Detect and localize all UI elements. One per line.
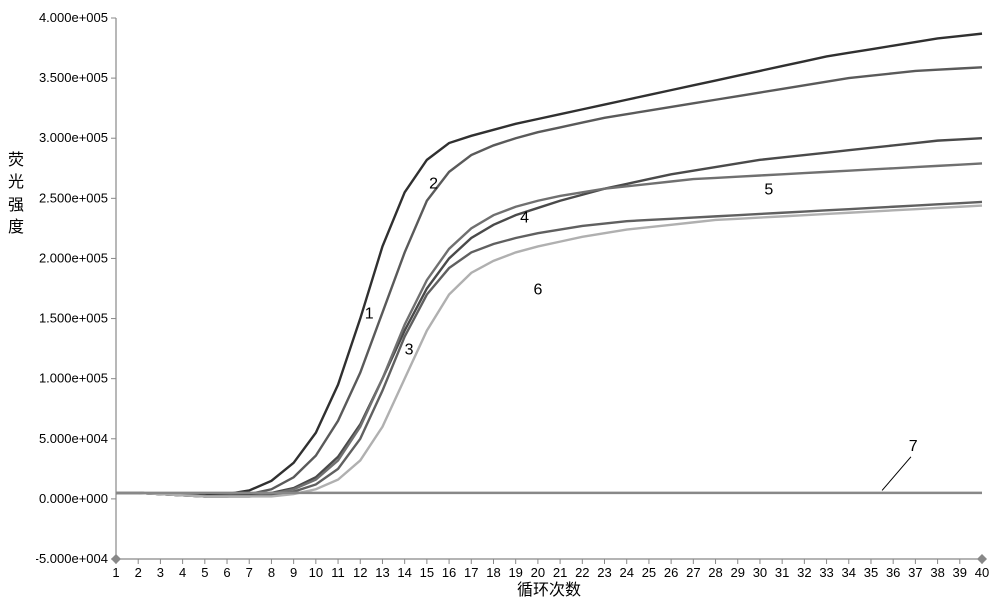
xtick-label: 27: [686, 565, 700, 580]
xtick-label: 17: [464, 565, 478, 580]
x-axis-label: 循环次数: [517, 581, 581, 599]
series-5: [116, 202, 982, 497]
xtick-label: 6: [223, 565, 230, 580]
xtick-label: 19: [508, 565, 522, 580]
curve-label-6: 6: [533, 282, 542, 299]
ytick-label: 2.500e+005: [39, 190, 108, 205]
ytick-label: 2.000e+005: [39, 250, 108, 265]
xtick-label: 2: [135, 565, 142, 580]
xtick-label: 11: [331, 565, 345, 580]
xtick-label: 38: [930, 565, 944, 580]
curve-label-5: 5: [764, 182, 773, 199]
y-axis-label: 荧光强度: [6, 150, 26, 240]
xtick-label: 20: [531, 565, 545, 580]
xtick-label: 13: [375, 565, 389, 580]
series-1: [116, 34, 982, 496]
xtick-label: 33: [819, 565, 833, 580]
chart-container: 荧光强度 -5.000e+004 0.000e+000 5.000e+004 1.00…: [0, 0, 1000, 613]
xtick-label: 28: [708, 565, 722, 580]
curve-label-1: 1: [365, 306, 374, 323]
series-2: [116, 67, 982, 496]
xtick-label: 37: [908, 565, 922, 580]
xtick-label: 40: [975, 565, 989, 580]
plot-area: -5.000e+004 0.000e+000 5.000e+004 1.000e+00…: [36, 8, 992, 605]
xtick-label: 31: [775, 565, 789, 580]
xtick-label: 25: [642, 565, 656, 580]
series-6: [116, 206, 982, 497]
xtick-label: 7: [246, 565, 253, 580]
xtick-label: 15: [420, 565, 434, 580]
xtick-label: 3: [157, 565, 164, 580]
series-3: [116, 138, 982, 496]
xtick-label: 4: [179, 565, 186, 580]
ytick-label: 1.500e+005: [39, 311, 108, 326]
xtick-label: 18: [486, 565, 500, 580]
ytick-label: 1.000e+005: [39, 371, 108, 386]
ytick-label: 3.000e+005: [39, 130, 108, 145]
xtick-label: 23: [597, 565, 611, 580]
curve-label-7: 7: [909, 438, 918, 455]
curve-label-4: 4: [520, 209, 529, 226]
xtick-label: 5: [201, 565, 208, 580]
xtick-label: 16: [442, 565, 456, 580]
xtick-label: 39: [953, 565, 967, 580]
xtick-label: 14: [397, 565, 411, 580]
xtick-label: 22: [575, 565, 589, 580]
xtick-label: 9: [290, 565, 297, 580]
xtick-label: 34: [842, 565, 856, 580]
xtick-label: 1: [112, 565, 119, 580]
ytick-label: 0.000e+000: [39, 491, 108, 506]
ytick-label: 5.000e+004: [39, 431, 108, 446]
xtick-label: 21: [553, 565, 567, 580]
chart-svg: -5.000e+004 0.000e+000 5.000e+004 1.000e+00…: [36, 8, 992, 605]
xtick-label: 29: [731, 565, 745, 580]
xtick-label: 24: [619, 565, 633, 580]
xtick-label: 26: [664, 565, 678, 580]
curve-label-2: 2: [429, 176, 438, 193]
xtick-label: 12: [353, 565, 367, 580]
xtick-label: 8: [268, 565, 275, 580]
xtick-label: 35: [864, 565, 878, 580]
xtick-label: 10: [309, 565, 323, 580]
ytick-label: 3.500e+005: [39, 70, 108, 85]
ytick-label: -5.000e+004: [36, 551, 108, 566]
curve-label-3: 3: [405, 342, 414, 359]
xtick-label: 36: [886, 565, 900, 580]
xtick-label: 30: [753, 565, 767, 580]
xtick-label: 32: [797, 565, 811, 580]
ytick-label: 4.000e+005: [39, 10, 108, 25]
